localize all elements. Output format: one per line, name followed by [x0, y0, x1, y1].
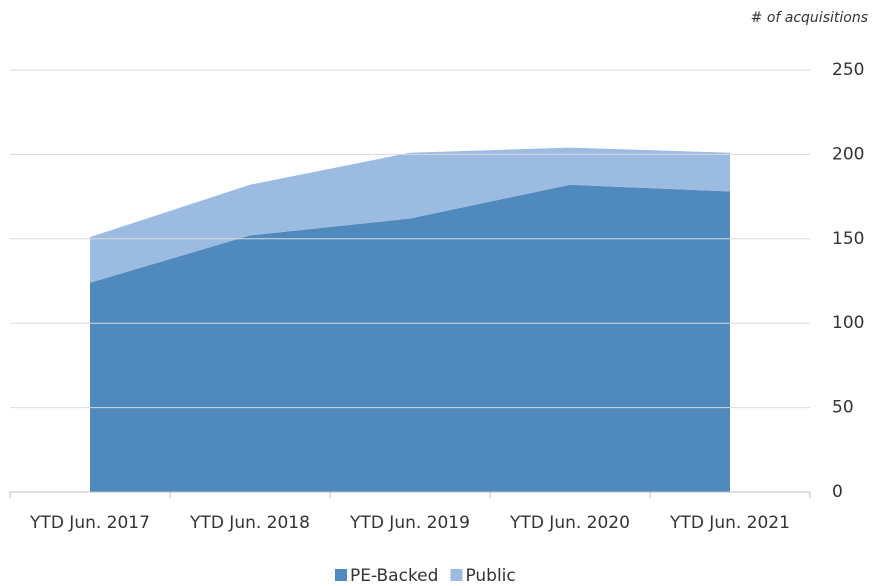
y-tick-label: 200	[832, 144, 864, 164]
x-tick-label: YTD Jun. 2021	[669, 513, 790, 533]
x-tick-label: YTD Jun. 2020	[509, 513, 630, 533]
y-tick-label: 250	[832, 60, 864, 80]
y-tick-label: 100	[832, 313, 864, 333]
area	[90, 147, 730, 283]
y-tick-label: 150	[832, 229, 864, 249]
legend-swatch	[450, 569, 463, 581]
y-axis-label: # of acquisitions	[751, 10, 868, 26]
legend-label: Public	[465, 566, 515, 586]
y-tick-label: 50	[832, 398, 854, 418]
areas	[90, 147, 730, 492]
x-tick-label: YTD Jun. 2018	[189, 513, 310, 533]
x-tick-label: YTD Jun. 2019	[349, 513, 470, 533]
legend-label: PE-Backed	[350, 566, 438, 586]
y-tick-label: 0	[832, 482, 843, 502]
legend-swatch	[335, 569, 347, 581]
legend: PE-Backed Public	[335, 566, 516, 586]
x-tick-label: YTD Jun. 2017	[29, 513, 150, 533]
area	[90, 184, 730, 492]
